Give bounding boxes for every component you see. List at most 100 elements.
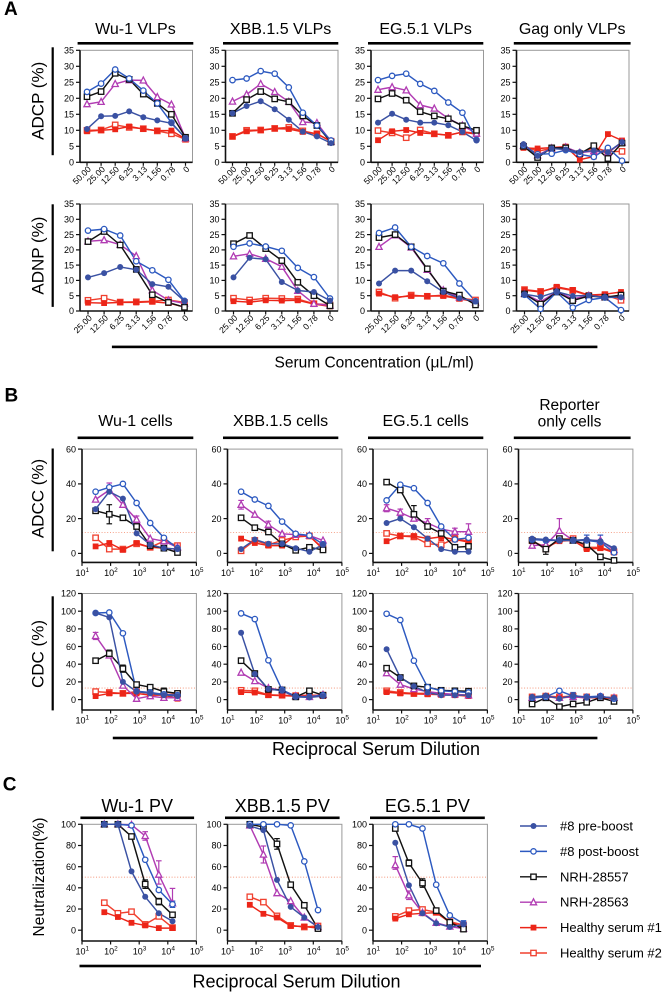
svg-text:102: 102 xyxy=(104,715,118,726)
svg-text:20: 20 xyxy=(209,94,219,104)
svg-text:25: 25 xyxy=(500,78,510,88)
svg-text:A: A xyxy=(4,0,18,20)
svg-text:103: 103 xyxy=(133,567,147,578)
svg-text:60: 60 xyxy=(502,444,512,454)
svg-text:15: 15 xyxy=(500,110,510,120)
svg-text:35: 35 xyxy=(500,46,510,56)
svg-text:103: 103 xyxy=(133,946,147,957)
svg-text:105: 105 xyxy=(190,715,204,726)
svg-text:20: 20 xyxy=(355,94,365,104)
svg-text:0: 0 xyxy=(216,925,221,935)
svg-text:15: 15 xyxy=(355,110,365,120)
svg-text:0: 0 xyxy=(505,306,510,316)
svg-text:40: 40 xyxy=(211,479,221,489)
svg-text:5: 5 xyxy=(360,142,365,152)
svg-text:104: 104 xyxy=(598,715,612,726)
svg-text:104: 104 xyxy=(452,567,466,578)
svg-text:101: 101 xyxy=(221,715,235,726)
svg-text:0: 0 xyxy=(181,164,192,175)
svg-text:10: 10 xyxy=(64,126,74,136)
svg-text:25: 25 xyxy=(209,230,219,240)
svg-text:20: 20 xyxy=(209,245,219,255)
svg-text:104: 104 xyxy=(161,567,175,578)
svg-text:XBB.1.5 PV: XBB.1.5 PV xyxy=(235,796,330,816)
svg-text:0: 0 xyxy=(360,306,365,316)
svg-text:5: 5 xyxy=(505,291,510,301)
svg-text:20: 20 xyxy=(66,677,76,687)
svg-text:40: 40 xyxy=(66,883,76,893)
svg-text:15: 15 xyxy=(64,260,74,270)
svg-text:60: 60 xyxy=(357,444,367,454)
svg-text:35: 35 xyxy=(209,199,219,209)
svg-text:#8 post-boost: #8 post-boost xyxy=(560,844,639,859)
svg-text:20: 20 xyxy=(502,514,512,524)
svg-text:101: 101 xyxy=(76,946,90,957)
svg-text:60: 60 xyxy=(66,862,76,872)
svg-text:0: 0 xyxy=(180,313,191,324)
svg-text:100: 100 xyxy=(497,606,512,616)
svg-text:120: 120 xyxy=(352,589,367,599)
svg-text:40: 40 xyxy=(66,659,76,669)
svg-text:10: 10 xyxy=(500,276,510,286)
svg-text:102: 102 xyxy=(250,715,264,726)
svg-text:EG.5.1 VLPs: EG.5.1 VLPs xyxy=(379,21,472,38)
svg-text:102: 102 xyxy=(395,715,409,726)
svg-text:30: 30 xyxy=(355,62,365,72)
svg-text:0: 0 xyxy=(471,313,482,324)
svg-text:0: 0 xyxy=(326,164,337,175)
svg-text:0: 0 xyxy=(325,313,336,324)
svg-text:103: 103 xyxy=(278,946,292,957)
svg-text:10: 10 xyxy=(209,126,219,136)
svg-text:105: 105 xyxy=(190,567,204,578)
svg-text:20: 20 xyxy=(66,514,76,524)
svg-text:60: 60 xyxy=(211,642,221,652)
svg-text:20: 20 xyxy=(357,514,367,524)
svg-text:100: 100 xyxy=(352,606,367,616)
svg-text:100: 100 xyxy=(61,606,76,616)
svg-text:104: 104 xyxy=(452,715,466,726)
svg-text:15: 15 xyxy=(209,260,219,270)
svg-text:5: 5 xyxy=(360,291,365,301)
svg-text:0: 0 xyxy=(71,695,76,705)
svg-text:XBB.1.5 VLPs: XBB.1.5 VLPs xyxy=(230,21,331,38)
svg-text:35: 35 xyxy=(500,199,510,209)
svg-text:103: 103 xyxy=(278,715,292,726)
svg-text:104: 104 xyxy=(452,946,466,957)
svg-text:20: 20 xyxy=(211,677,221,687)
svg-text:105: 105 xyxy=(626,715,640,726)
svg-text:100: 100 xyxy=(352,820,367,830)
svg-text:40: 40 xyxy=(66,479,76,489)
svg-text:60: 60 xyxy=(66,444,76,454)
svg-text:Gag only VLPs: Gag only VLPs xyxy=(519,21,626,38)
svg-text:0: 0 xyxy=(362,549,367,559)
svg-text:25: 25 xyxy=(500,230,510,240)
svg-text:102: 102 xyxy=(250,567,264,578)
svg-text:60: 60 xyxy=(357,862,367,872)
svg-text:Reporter: Reporter xyxy=(539,397,599,414)
svg-text:ADCC (%): ADCC (%) xyxy=(29,459,48,538)
svg-text:20: 20 xyxy=(357,677,367,687)
svg-text:0: 0 xyxy=(214,306,219,316)
svg-text:ADCP (%): ADCP (%) xyxy=(29,62,48,140)
svg-text:CDC (%): CDC (%) xyxy=(29,620,48,688)
svg-text:5: 5 xyxy=(214,291,219,301)
svg-text:104: 104 xyxy=(161,715,175,726)
svg-text:B: B xyxy=(5,385,19,406)
svg-text:30: 30 xyxy=(64,62,74,72)
svg-text:120: 120 xyxy=(206,589,221,599)
svg-text:102: 102 xyxy=(104,946,118,957)
svg-text:Wu-1 PV: Wu-1 PV xyxy=(101,796,173,816)
svg-text:0: 0 xyxy=(507,695,512,705)
svg-text:15: 15 xyxy=(209,110,219,120)
svg-text:103: 103 xyxy=(424,567,438,578)
svg-text:5: 5 xyxy=(505,142,510,152)
svg-text:0: 0 xyxy=(507,549,512,559)
svg-text:25: 25 xyxy=(64,230,74,240)
svg-text:30: 30 xyxy=(209,62,219,72)
svg-text:15: 15 xyxy=(355,260,365,270)
svg-text:105: 105 xyxy=(481,567,495,578)
svg-text:120: 120 xyxy=(497,589,512,599)
svg-text:15: 15 xyxy=(64,110,74,120)
svg-text:Neutralization(%): Neutralization(%) xyxy=(31,818,48,937)
svg-text:35: 35 xyxy=(64,199,74,209)
